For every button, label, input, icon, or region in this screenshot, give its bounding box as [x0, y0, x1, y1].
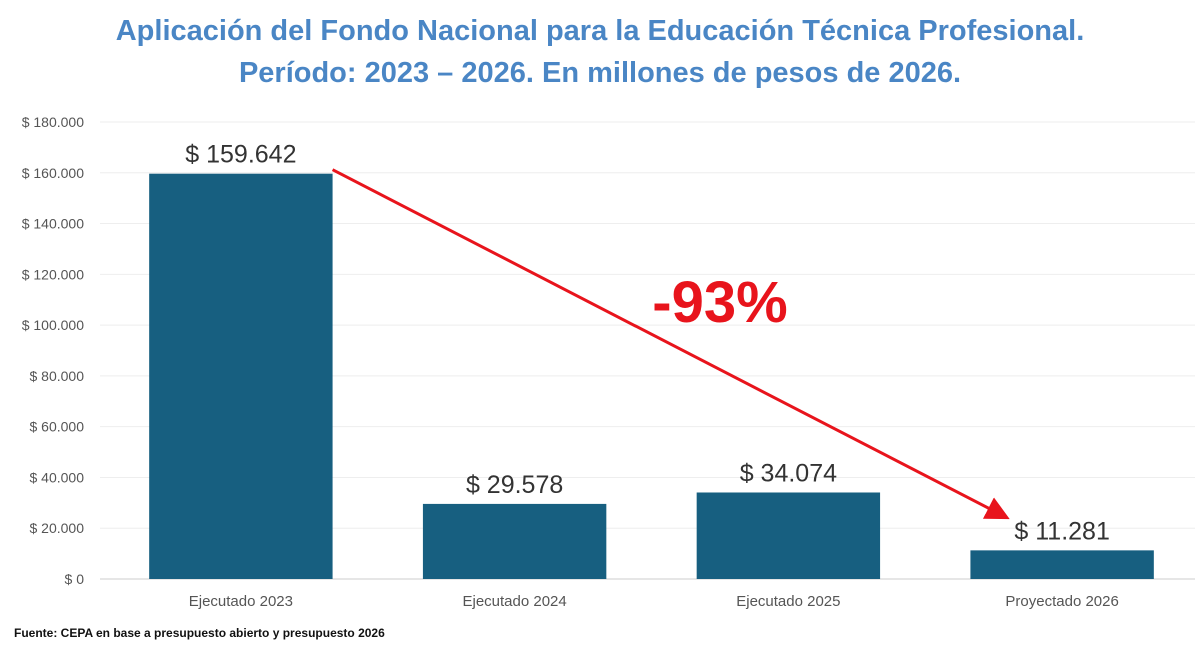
bar	[149, 173, 333, 579]
decline-arrow	[331, 168, 1010, 520]
data-labels: $ 159.642 $ 29.578 $ 34.074 $ 11.281	[185, 141, 1110, 546]
change-annotation: -93%	[331, 168, 1010, 520]
x-axis-tick-labels: Ejecutado 2023 Ejecutado 2024 Ejecutado 20…	[189, 593, 1119, 610]
data-label: $ 34.074	[740, 459, 837, 487]
bar	[696, 492, 881, 579]
y-tick-label: $ 160.000	[22, 165, 84, 181]
y-tick-label: $ 80.000	[30, 368, 85, 384]
y-tick-label: $ 20.000	[30, 520, 85, 536]
x-tick-label: Ejecutado 2024	[462, 593, 566, 610]
percent-change-label: -93%	[652, 270, 787, 335]
bars	[149, 173, 1154, 579]
y-tick-label: $ 40.000	[30, 469, 85, 485]
y-tick-label: $ 140.000	[22, 216, 84, 232]
data-label: $ 159.642	[185, 141, 296, 169]
chart-title: Aplicación del Fondo Nacional para la Ed…	[0, 10, 1200, 94]
x-tick-label: Ejecutado 2025	[736, 593, 840, 610]
y-tick-label: $ 0	[65, 571, 85, 587]
y-tick-label: $ 100.000	[22, 317, 84, 333]
y-tick-label: $ 60.000	[30, 419, 85, 435]
chart-title-line-1: Aplicación del Fondo Nacional para la Ed…	[115, 15, 1085, 47]
y-tick-label: $ 120.000	[22, 266, 84, 282]
source-note: Fuente: CEPA en base a presupuesto abier…	[14, 626, 385, 640]
data-label: $ 11.281	[1014, 517, 1109, 545]
x-tick-label: Proyectado 2026	[1005, 593, 1118, 610]
data-label: $ 29.578	[466, 471, 563, 499]
chart-title-line-2: Período: 2023 – 2026. En millones de pes…	[238, 57, 962, 89]
bar	[422, 503, 607, 579]
x-tick-label: Ejecutado 2023	[189, 593, 293, 610]
y-tick-label: $ 180.000	[22, 114, 84, 130]
bar	[970, 550, 1154, 579]
y-axis-tick-labels: $ 0 $ 20.000 $ 40.000 $ 60.000 $ 80.000 $ 100…	[22, 114, 85, 587]
